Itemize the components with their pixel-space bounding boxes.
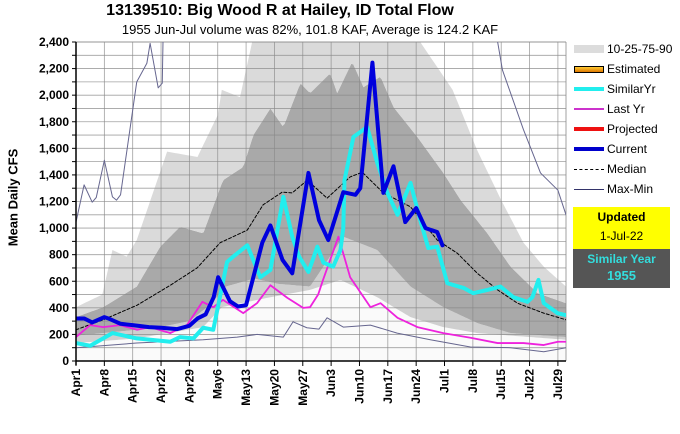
legend-estimated: Estimated — [574, 60, 660, 78]
legend-label: Last Yr — [607, 102, 645, 116]
projected-swatch — [574, 127, 604, 131]
y-tick-label: 400 — [49, 301, 69, 315]
band-below-10th — [76, 280, 566, 361]
similar-year-line — [76, 125, 566, 348]
y-tick-label: 200 — [49, 327, 69, 341]
legend-current: Current — [574, 140, 647, 158]
x-tick-label: Apr8 — [97, 369, 111, 397]
y-tick-label: 800 — [49, 248, 69, 262]
x-tick-label: Apr1 — [69, 369, 83, 397]
y-tick-label: 1,200 — [39, 195, 69, 209]
legend-median: Median — [574, 160, 646, 178]
x-tick-label: Jul1 — [438, 369, 452, 393]
y-tick-label: 1,000 — [39, 221, 69, 235]
x-tick-label: Jul15 — [494, 369, 508, 400]
y-tick-label: 0 — [62, 354, 69, 368]
x-tick-label: Jun24 — [409, 369, 423, 404]
legend-bands: 10-25-75-90 — [574, 40, 672, 58]
maxmin-swatch — [574, 188, 604, 190]
legend-maxmin: Max-Min — [574, 180, 653, 198]
updated-box: Updated 1-Jul-22 — [573, 207, 670, 249]
median-swatch — [574, 168, 604, 170]
axes: 0 200 400 600 800 1,000 1,200 1,400 1,600 1,800 2,… — [39, 35, 566, 406]
band-swatch — [574, 45, 604, 53]
current-line — [76, 60, 445, 332]
y-tick-label: 2,200 — [39, 62, 69, 76]
updated-label: Updated — [597, 210, 646, 224]
legend-label: Current — [607, 142, 648, 156]
estimated-swatch — [574, 65, 604, 73]
x-tick-label: Jun17 — [381, 369, 395, 404]
x-tick-label: Jul22 — [523, 369, 537, 400]
x-tick-label: Jul29 — [551, 369, 565, 400]
gridlines — [76, 41, 567, 361]
x-tick-label: Apr15 — [126, 369, 140, 403]
chart-subtitle: 1955 Jun-Jul volume was 82%, 101.8 KAF, … — [121, 22, 499, 37]
x-tick-label: Apr29 — [182, 369, 196, 403]
similar-year-label: Similar Year — [587, 252, 656, 266]
legend-similar: SimilarYr — [574, 80, 656, 98]
median-line — [76, 171, 566, 331]
legend-label: Estimated — [607, 62, 661, 76]
current-swatch — [574, 147, 604, 151]
legend-label: Projected — [607, 122, 658, 136]
legend-label: Max-Min — [607, 182, 654, 196]
x-tick-label: Jun3 — [324, 369, 338, 397]
y-tick-label: 1,600 — [39, 141, 69, 155]
x-tick-label: May6 — [211, 369, 225, 399]
y-tick-label: 2,000 — [39, 88, 69, 102]
similar-year-value: 1955 — [607, 268, 636, 283]
x-tick-label: Apr22 — [154, 369, 168, 403]
y-tick-label: 2,400 — [39, 35, 69, 49]
updated-date: 1-Jul-22 — [599, 229, 644, 243]
legend-projected: Projected — [574, 120, 658, 138]
legend-last-yr: Last Yr — [574, 100, 645, 118]
min-line — [76, 317, 566, 353]
chart-title: 13139510: Big Wood R at Hailey, ID Total… — [106, 2, 454, 19]
y-tick-label: 600 — [49, 274, 69, 288]
max-line — [76, 42, 566, 223]
band-75-90 — [76, 42, 566, 318]
legend-label: 10-25-75-90 — [607, 42, 673, 56]
x-tick-label: May13 — [239, 369, 253, 406]
y-tick-label: 1,400 — [39, 168, 69, 182]
similar-year-box: Similar Year 1955 — [573, 249, 670, 288]
x-tick-label: Jun10 — [352, 369, 366, 404]
y-tick-label: 1,800 — [39, 115, 69, 129]
last-yr-swatch — [574, 108, 604, 110]
series-lines — [76, 42, 566, 353]
x-tick-label: May27 — [296, 369, 310, 406]
x-tick-label: Jul8 — [466, 369, 480, 393]
similar-swatch — [574, 87, 604, 91]
x-tick-label: May20 — [267, 369, 281, 406]
legend-label: Median — [607, 162, 647, 176]
legend-label: SimilarYr — [607, 82, 656, 96]
